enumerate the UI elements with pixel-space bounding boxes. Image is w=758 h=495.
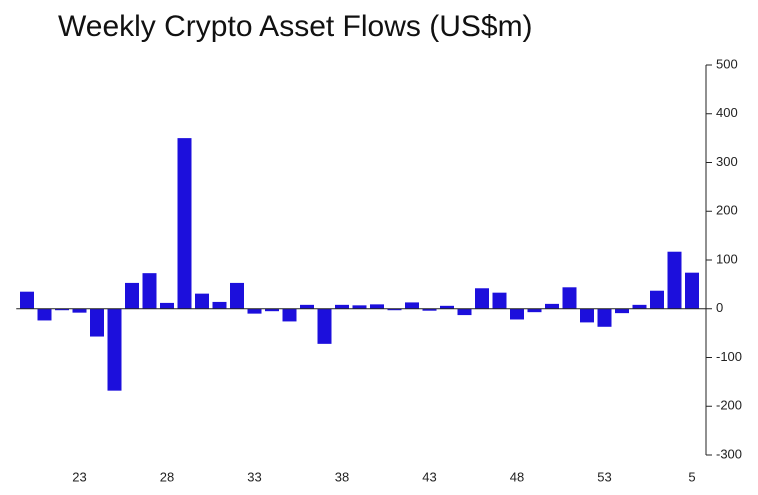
bar [282,308,297,322]
bar [90,308,104,337]
bar [510,308,524,320]
x-tick-label: 53 [597,469,611,484]
bar [440,305,454,309]
bar [177,138,192,309]
bar [475,288,489,309]
bar [247,308,262,314]
y-tick-label: 300 [716,154,738,169]
x-tick-label: 48 [510,469,524,484]
bar [265,308,279,312]
bar [335,304,349,309]
bar [422,308,437,311]
bar [20,291,34,309]
x-tick-label: 28 [160,469,174,484]
bar [300,304,314,309]
bar [37,308,52,321]
bar [370,304,384,309]
bar [212,301,227,309]
bar [142,273,157,309]
chart-title: Weekly Crypto Asset Flows (US$m) [58,10,533,43]
bar [685,272,699,309]
y-tick-label: 400 [716,105,738,120]
y-tick-label: 500 [716,56,738,71]
y-tick-label: -100 [716,349,742,364]
bar [230,282,244,309]
bar [527,308,542,313]
bar [545,303,559,309]
x-tick-label: 33 [247,469,261,484]
x-tick-label: 23 [72,469,86,484]
bar [597,308,612,327]
bar [615,308,629,314]
bar [317,308,332,344]
x-tick-label: 43 [422,469,436,484]
y-tick-label: 0 [716,300,723,315]
bar [72,308,87,313]
bar [352,305,367,309]
x-tick-label: 5 [688,469,695,484]
bar [562,287,577,309]
bar [405,302,419,309]
bar [457,308,472,316]
bar [667,251,682,309]
bar [650,290,664,309]
bar [195,293,209,309]
bar [160,302,174,309]
y-tick-label: 100 [716,251,738,266]
y-tick-label: -200 [716,398,742,413]
bar [125,282,139,309]
bar [387,308,402,311]
bar [107,308,122,391]
bar [492,292,507,309]
x-tick-label: 38 [335,469,349,484]
y-tick-label: -300 [716,446,742,461]
bar [632,304,647,309]
y-tick-label: 200 [716,203,738,218]
bar [55,308,69,311]
bar [580,308,594,323]
